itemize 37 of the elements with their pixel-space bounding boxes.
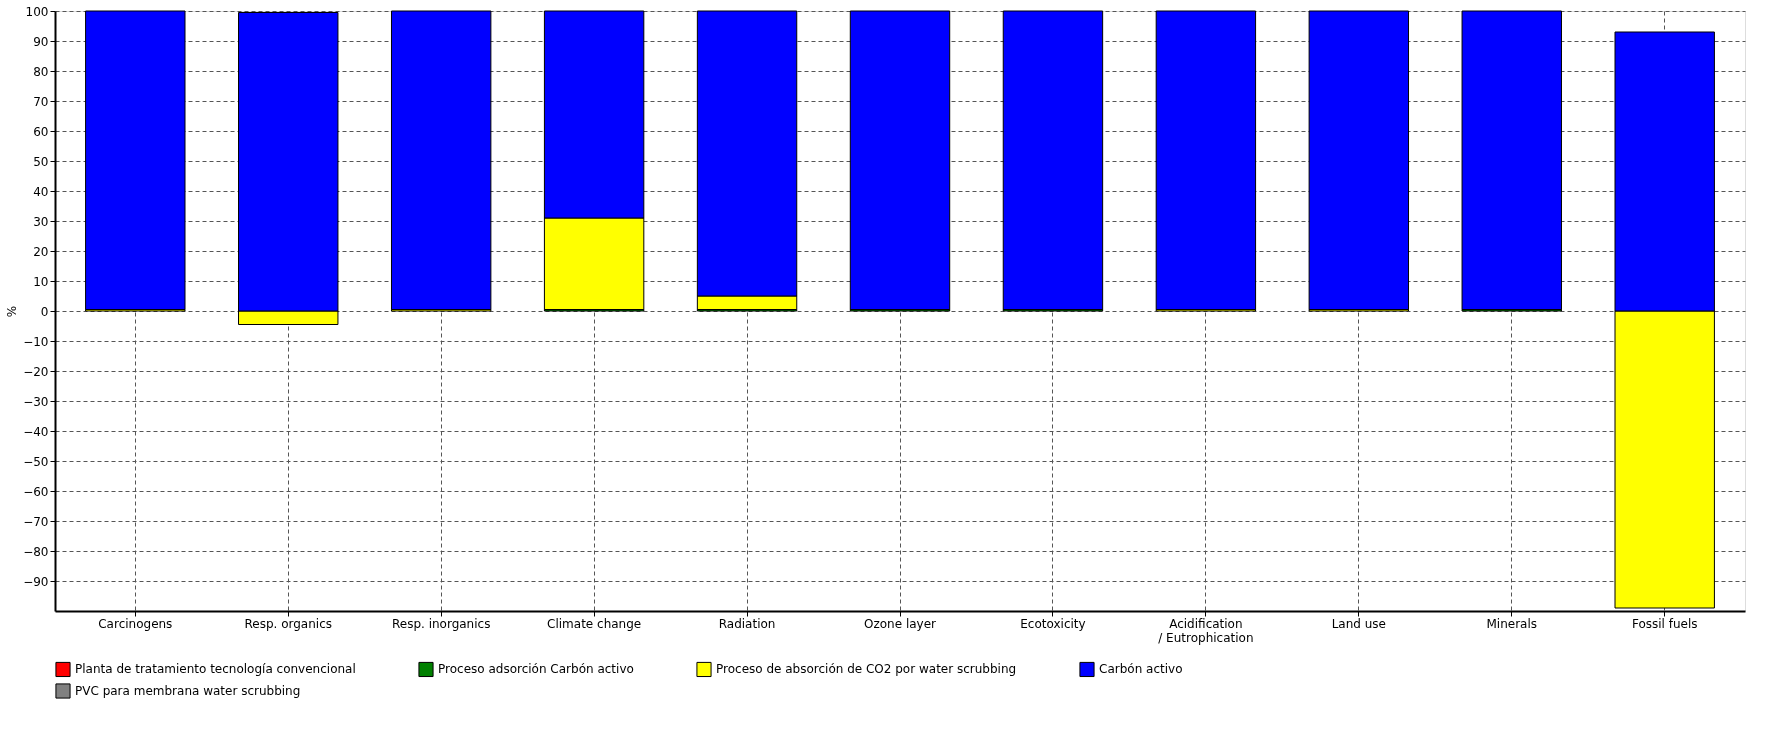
y-tick-label: 0 xyxy=(40,304,49,319)
x-tick-label: Fossil fuels xyxy=(1631,616,1698,631)
y-tick-label: 100 xyxy=(25,4,49,19)
x-tick-label: Acidification / Eutrophication xyxy=(1158,616,1254,645)
legend-label: PVC para membrana water scrubbing xyxy=(75,684,301,698)
y-tick-label: 70 xyxy=(33,94,49,109)
y-tick-label: −10 xyxy=(23,334,49,349)
y-tick-label: 40 xyxy=(33,184,49,199)
x-tick-label: Ozone layer xyxy=(864,616,937,631)
y-tick-label: 30 xyxy=(33,214,49,229)
x-tick-label: Radiation xyxy=(718,616,776,631)
y-tick-label: −30 xyxy=(23,394,49,409)
legend-label: Carbón activo xyxy=(1099,662,1183,677)
x-tick-label: Ecotoxicity xyxy=(1020,616,1086,631)
legend-label: Planta de tratamiento tecnología convencional xyxy=(75,662,356,677)
x-tick-label: Carcinogens xyxy=(98,616,173,631)
y-tick-label: −90 xyxy=(23,574,49,589)
y-axis-title: % xyxy=(5,305,20,318)
y-tick-label: 10 xyxy=(33,274,49,289)
y-tick-label: 50 xyxy=(33,154,49,169)
x-tick-label: Minerals xyxy=(1486,616,1538,631)
y-tick-label: 80 xyxy=(33,64,49,79)
y-tick-label: 60 xyxy=(33,124,49,139)
y-tick-label: −80 xyxy=(23,544,49,559)
y-tick-label: −70 xyxy=(23,514,49,529)
x-tick-label: Climate change xyxy=(547,616,642,631)
x-tick-label: Resp. organics xyxy=(244,616,332,631)
y-tick-label: −60 xyxy=(23,484,49,499)
x-tick-label: Land use xyxy=(1331,616,1386,631)
x-tick-label: Resp. inorganics xyxy=(391,616,491,631)
y-tick-label: −50 xyxy=(23,454,49,469)
y-tick-label: 90 xyxy=(33,34,49,49)
legend-label: Proceso de absorción de CO2 por water scrubbing xyxy=(716,662,1017,677)
y-tick-label: −20 xyxy=(23,364,49,379)
y-tick-label: 20 xyxy=(33,244,49,259)
legend-label: Proceso adsorción Carbón activo xyxy=(438,662,634,677)
y-tick-label: −40 xyxy=(23,424,49,439)
